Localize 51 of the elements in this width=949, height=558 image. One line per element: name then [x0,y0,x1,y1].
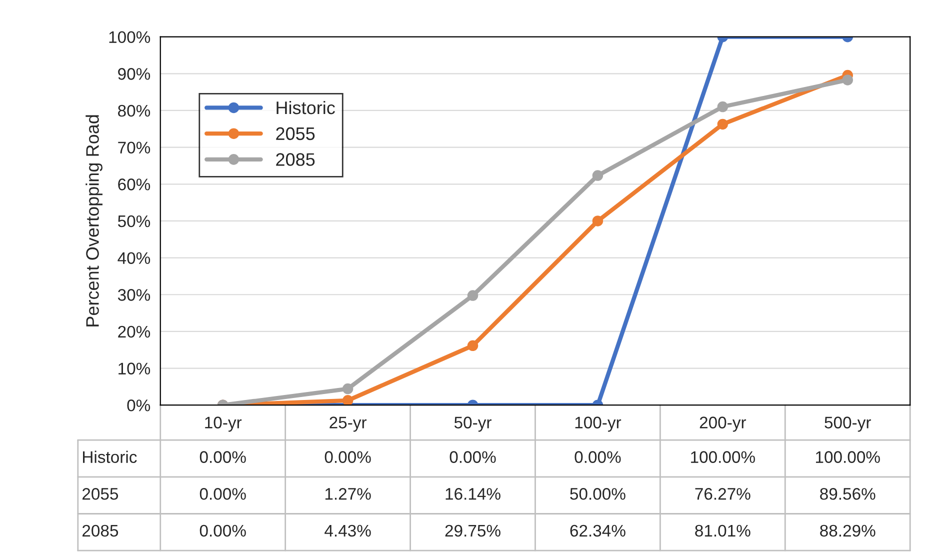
x-tick-label: 500-yr [824,416,871,432]
data-label: 76.27% [695,488,750,500]
data-label: 0.00% [200,524,246,537]
text: 2085 [82,524,118,537]
data-label: 0.00% [450,451,496,463]
y-tick-label: 60% [118,178,150,190]
point [467,340,478,352]
legend-label: 2055 [276,127,315,140]
data-label: 0.00% [200,451,246,463]
point [592,216,604,226]
y-tick-label: 90% [118,68,150,80]
y-tick-label: 10% [118,362,150,374]
data-label: 88.29% [820,524,876,537]
data-label: 16.14% [446,488,500,500]
x-tick-label: 200-yr [700,416,746,432]
y-tick-label: 40% [118,252,150,264]
y-tick-label: 20% [118,326,150,338]
text: 2055 [82,488,118,500]
data-label: 50.00% [570,488,626,500]
data-label: 0.00% [574,451,621,463]
x-tick-label: 10-yr [205,416,242,432]
point [842,74,853,86]
data-label: 81.01% [695,524,750,537]
y-tick-label: 30% [118,289,150,301]
point [717,101,728,112]
data-label: 1.27% [325,488,371,500]
point [467,290,478,301]
y-tick-label: 80% [118,104,150,117]
data-label: 100.00% [816,451,880,463]
y-axis-title: Percent Overtopping Road [86,115,102,326]
data-label: 0.00% [324,451,371,463]
x-tick-label: 50-yr [454,416,492,432]
point [592,170,604,181]
data-label: 29.75% [445,524,500,537]
point [342,383,354,394]
legend-label: Historic [276,100,335,114]
y-tick-label: 70% [118,142,150,154]
data-label: 4.43% [324,524,371,537]
y-tick-label: 100% [109,31,150,44]
data-label: 0.00% [200,488,246,500]
x-tick-label: 100-yr [575,416,622,432]
x-tick-label: 25-yr [330,416,367,432]
point [342,395,354,406]
point [717,118,728,130]
data-label: 62.34% [570,524,626,537]
legend-label: 2085 [276,153,315,166]
y-tick-label: 50% [118,215,150,228]
data-label: 100.00% [691,451,755,463]
data-label: 89.56% [820,488,876,500]
y-tick-label: 0% [127,400,150,412]
text: Historic [83,450,137,463]
